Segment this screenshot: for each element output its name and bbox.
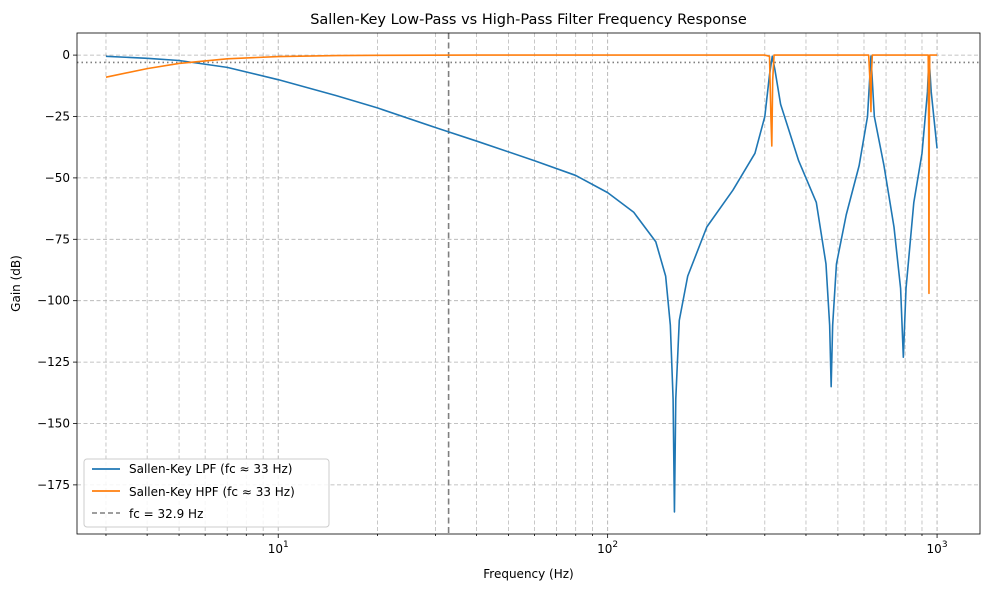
hpf-line xyxy=(105,54,938,295)
plot-frame xyxy=(76,32,981,535)
legend: Sallen-Key LPF (fc ≈ 33 Hz) Sallen-Key H… xyxy=(83,458,330,528)
y-axis-label: Gain (dB) xyxy=(9,255,23,312)
y-tick-label: −150 xyxy=(37,416,70,430)
x-axis-label: Frequency (Hz) xyxy=(483,567,574,581)
y-tick-label: −175 xyxy=(37,478,70,492)
lpf-line xyxy=(105,55,938,513)
x-tick-label: 103 xyxy=(927,540,948,556)
chart-title: Sallen-Key Low-Pass vs High-Pass Filter … xyxy=(310,12,747,28)
y-tick-label: 0 xyxy=(62,48,70,62)
y-tick-label: −50 xyxy=(45,171,70,185)
legend-label-hpf: Sallen-Key HPF (fc ≈ 33 Hz) xyxy=(129,485,295,499)
grid xyxy=(77,33,980,534)
x-tick-label: 102 xyxy=(597,540,618,556)
y-tick-label: −125 xyxy=(37,355,70,369)
y-tick-label: −75 xyxy=(45,232,70,246)
legend-label-lpf: Sallen-Key LPF (fc ≈ 33 Hz) xyxy=(129,462,292,476)
plot-area xyxy=(77,33,980,534)
axis-ticks: 0 −25 −50 −75 −100 −125 −150 −175 101 102 103 xyxy=(37,48,948,556)
y-tick-label: −100 xyxy=(37,294,70,308)
x-tick-label: 101 xyxy=(268,540,289,556)
legend-box xyxy=(83,458,330,528)
y-tick-label: −25 xyxy=(45,110,70,124)
legend-label-fc: fc = 32.9 Hz xyxy=(129,507,203,521)
